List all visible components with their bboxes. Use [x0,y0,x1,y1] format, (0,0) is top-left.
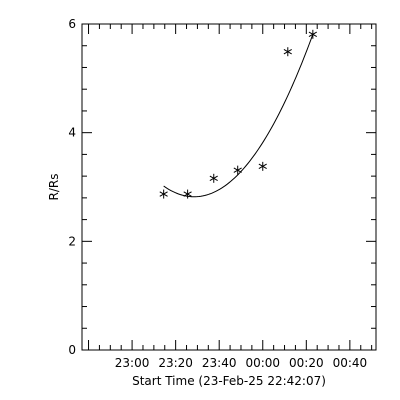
y-axis-label: R/Rs [47,174,61,201]
asterisk-stroke [308,31,317,38]
asterisk-stroke [283,49,292,55]
x-tick-label: 23:20 [158,356,193,370]
asterisk-stroke [183,191,192,197]
y-tick-label: 4 [68,126,76,140]
plot-frame [81,23,377,351]
x-tick-label: 00:00 [245,356,280,370]
asterisk-stroke [233,167,242,173]
y-tick-label: 0 [68,343,76,357]
asterisk-stroke [258,163,267,170]
data-points [159,29,317,199]
x-tick-label: 00:40 [333,356,368,370]
data-point [183,189,192,199]
x-tick-label: 23:00 [115,356,150,370]
asterisk-stroke [209,175,218,181]
x-axis-ticks: 23:00 23:20 23:40 00:00 00:20 00:40 [88,24,373,370]
y-tick-label: 2 [68,234,76,248]
data-point [159,189,168,199]
data-point [283,47,292,57]
y-axis-ticks: 0 2 4 6 [68,17,376,357]
data-point [209,173,218,183]
x-tick-label: 23:40 [202,356,237,370]
y-tick-label: 6 [68,17,76,31]
data-point [233,165,242,175]
x-tick-label: 00:20 [289,356,324,370]
data-point [308,29,317,39]
asterisk-stroke [159,191,168,197]
fit-curve [163,34,314,198]
x-axis-label: Start Time (23-Feb-25 22:42:07) [132,374,326,388]
data-point [258,161,267,171]
